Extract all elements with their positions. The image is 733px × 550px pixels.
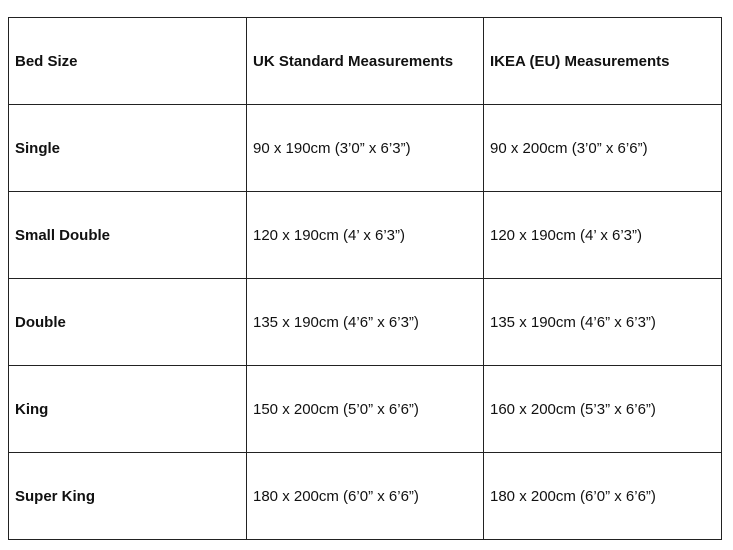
table-header-row: Bed Size UK Standard Measurements IKEA (… <box>8 17 722 105</box>
table-row: Single 90 x 190cm (3’0” x 6’3”) 90 x 200… <box>8 104 722 192</box>
bed-size-cell: Single <box>8 104 247 192</box>
uk-measurement-cell: 90 x 190cm (3’0” x 6’3”) <box>246 104 484 192</box>
table-row: Super King 180 x 200cm (6’0” x 6’6”) 180… <box>8 452 722 540</box>
header-ikea-eu: IKEA (EU) Measurements <box>483 17 722 105</box>
table-row: King 150 x 200cm (5’0” x 6’6”) 160 x 200… <box>8 365 722 453</box>
ikea-measurement-cell: 135 x 190cm (4’6” x 6’3”) <box>483 278 722 366</box>
table-row: Small Double 120 x 190cm (4’ x 6’3”) 120… <box>8 191 722 279</box>
ikea-measurement-cell: 90 x 200cm (3’0” x 6’6”) <box>483 104 722 192</box>
bed-size-table: Bed Size UK Standard Measurements IKEA (… <box>8 17 722 540</box>
table-row: Double 135 x 190cm (4’6” x 6’3”) 135 x 1… <box>8 278 722 366</box>
bed-size-cell: King <box>8 365 247 453</box>
header-bed-size: Bed Size <box>8 17 247 105</box>
bed-size-cell: Small Double <box>8 191 247 279</box>
header-uk-standard: UK Standard Measurements <box>246 17 484 105</box>
bed-size-cell: Double <box>8 278 247 366</box>
uk-measurement-cell: 180 x 200cm (6’0” x 6’6”) <box>246 452 484 540</box>
ikea-measurement-cell: 160 x 200cm (5’3” x 6’6”) <box>483 365 722 453</box>
ikea-measurement-cell: 180 x 200cm (6’0” x 6’6”) <box>483 452 722 540</box>
uk-measurement-cell: 150 x 200cm (5’0” x 6’6”) <box>246 365 484 453</box>
ikea-measurement-cell: 120 x 190cm (4’ x 6’3”) <box>483 191 722 279</box>
bed-size-cell: Super King <box>8 452 247 540</box>
uk-measurement-cell: 135 x 190cm (4’6” x 6’3”) <box>246 278 484 366</box>
uk-measurement-cell: 120 x 190cm (4’ x 6’3”) <box>246 191 484 279</box>
